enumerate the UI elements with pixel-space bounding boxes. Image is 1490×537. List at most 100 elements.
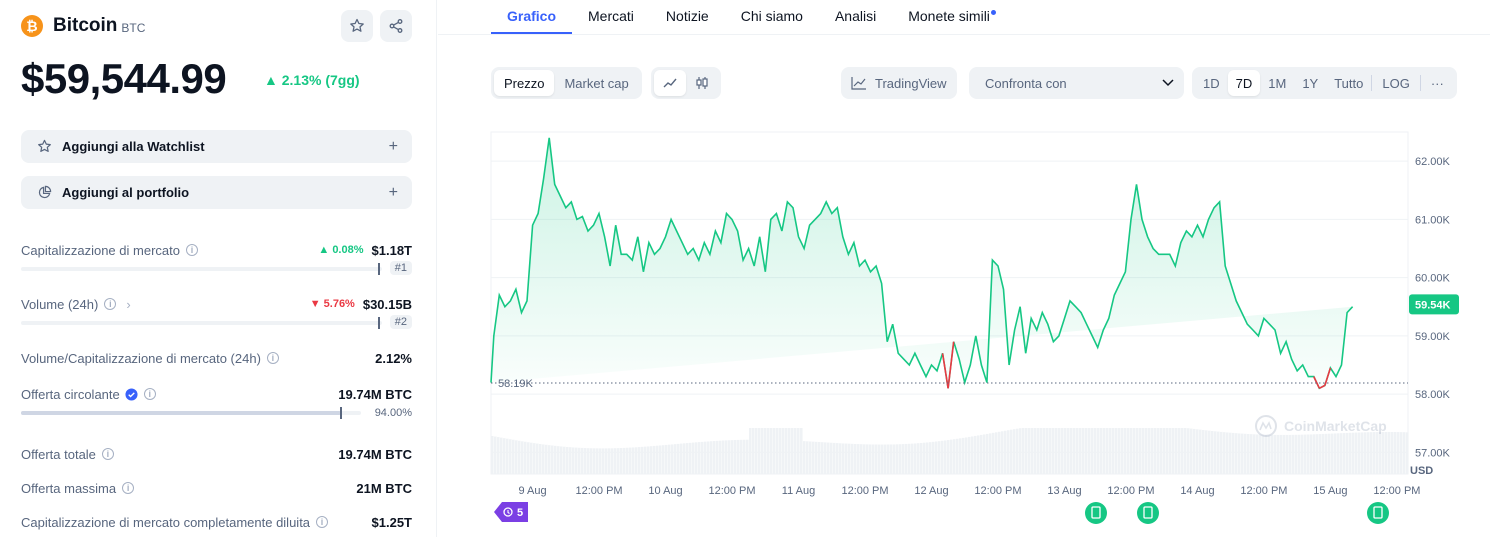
x-tick-label: 15 Aug: [1313, 485, 1347, 497]
info-icon[interactable]: i: [185, 244, 198, 256]
candlestick-chart-button[interactable]: [686, 70, 718, 96]
compare-dropdown[interactable]: Confronta con: [969, 67, 1184, 99]
volume-bar: [1382, 431, 1385, 474]
volume-bar: [902, 444, 905, 474]
volume-bar: [983, 434, 986, 474]
volume-bar: [752, 428, 755, 474]
range-1m-button[interactable]: 1M: [1268, 75, 1287, 91]
volume-bar: [908, 443, 911, 474]
volume-bar: [881, 444, 884, 474]
volume-bar: [1313, 434, 1316, 474]
volume-bar: [683, 443, 686, 474]
events-badge[interactable]: 5: [494, 502, 528, 522]
tab-mercati[interactable]: Mercati: [588, 8, 634, 24]
market-cap-toggle-button[interactable]: Market cap: [564, 75, 629, 91]
volume-bar: [1223, 432, 1226, 474]
add-to-watchlist-button[interactable]: Aggiungi alla Watchlist +: [21, 130, 412, 163]
coinmarketcap-watermark: CoinMarketCap: [1255, 415, 1387, 437]
tab-notizie[interactable]: Notizie: [665, 8, 709, 24]
info-icon[interactable]: i: [101, 448, 114, 460]
stat-label: Capitalizzazione di mercato completament…: [21, 515, 329, 530]
info-icon[interactable]: i: [316, 516, 329, 528]
volume-bar: [689, 442, 692, 474]
tab-analisi[interactable]: Analisi: [834, 8, 877, 24]
info-icon[interactable]: i: [143, 388, 156, 400]
volume-bar: [815, 441, 818, 474]
volume-bar: [1379, 432, 1382, 474]
price-toggle-button[interactable]: Prezzo: [494, 70, 555, 96]
volume-bar: [1181, 428, 1184, 474]
line-chart-button[interactable]: [654, 70, 686, 96]
volume-bar: [1277, 434, 1280, 474]
volume-bar: [1373, 432, 1376, 474]
x-tick-label: 10 Aug: [648, 485, 682, 497]
volume-bar: [1358, 432, 1361, 474]
chevron-right-icon[interactable]: ›: [126, 296, 131, 312]
watchlist-star-button[interactable]: [341, 10, 373, 42]
volume-bar: [959, 438, 962, 474]
volume-bar: [713, 441, 716, 474]
volume-bar: [1208, 430, 1211, 474]
more-options-button[interactable]: ···: [1430, 75, 1444, 91]
stat-label: Offerta circolante i: [21, 387, 156, 402]
volume-bar: [1040, 428, 1043, 474]
range-all-button[interactable]: Tutto: [1334, 75, 1364, 91]
vol-mcap-value: 2.12%: [375, 350, 412, 366]
coin-price: $59,544.99: [21, 55, 227, 102]
volume-bar: [1238, 433, 1241, 474]
volume-bar: [539, 443, 542, 474]
tradingview-label: TradingView: [875, 75, 947, 91]
volume-bar: [728, 440, 731, 474]
range-7d-button[interactable]: 7D: [1227, 70, 1261, 96]
add-to-portfolio-button[interactable]: Aggiungi al portfolio +: [21, 176, 412, 209]
svg-text:59.54K: 59.54K: [1415, 299, 1451, 311]
volume-bar: [980, 434, 983, 474]
tab-chi-siamo[interactable]: Chi siamo: [740, 8, 803, 24]
volume-bar: [1394, 432, 1397, 474]
volume-bar: [1169, 428, 1172, 474]
candlestick-icon: [696, 77, 708, 89]
volume-bar: [1115, 428, 1118, 474]
info-icon[interactable]: i: [122, 482, 135, 494]
tab-monete-simili[interactable]: Monete simili: [892, 0, 1006, 34]
info-icon[interactable]: i: [266, 352, 279, 364]
star-icon: [350, 18, 364, 32]
volume-bar: [884, 444, 887, 474]
volume-bar: [1028, 428, 1031, 474]
tab-grafico[interactable]: Grafico: [491, 0, 573, 34]
volume-bar: [596, 448, 599, 474]
volume-bar: [1049, 428, 1052, 474]
news-event-marker[interactable]: [1367, 502, 1389, 524]
volume-bar: [626, 447, 629, 474]
chevron-down-icon: [1162, 79, 1174, 87]
range-1d-button[interactable]: 1D: [1203, 75, 1220, 91]
volume-bar: [851, 443, 854, 474]
currency-label: USD: [1410, 465, 1433, 477]
stat-volume: Volume (24h) i › ▼ 5.76% $30.15B #2: [21, 295, 412, 329]
range-1y-button[interactable]: 1Y: [1302, 75, 1319, 91]
volume-bar: [800, 428, 803, 474]
volume-bar: [707, 441, 710, 474]
tradingview-button[interactable]: TradingView: [841, 67, 957, 99]
volume-bar: [1127, 428, 1130, 474]
info-icon[interactable]: i: [104, 298, 117, 310]
news-event-marker[interactable]: [1137, 502, 1159, 524]
volume-bar: [926, 442, 929, 474]
circulating-supply-value: 19.74M BTC: [338, 386, 412, 402]
x-tick-label: 12:00 PM: [1107, 485, 1154, 497]
volume-bar: [503, 438, 506, 474]
news-event-marker[interactable]: [1085, 502, 1107, 524]
volume-bar: [935, 441, 938, 474]
share-button[interactable]: [380, 10, 412, 42]
volume-bar: [1280, 434, 1283, 474]
volume-bar: [1214, 431, 1217, 474]
x-tick-label: 11 Aug: [782, 485, 815, 497]
log-scale-button[interactable]: LOG: [1382, 75, 1410, 91]
volume-bar: [1397, 432, 1400, 474]
volume-bar: [1175, 428, 1178, 474]
star-icon: [38, 139, 51, 152]
volume-bar: [809, 441, 812, 474]
y-tick-label: 61.00K: [1415, 214, 1451, 226]
volume-bar: [1133, 428, 1136, 474]
